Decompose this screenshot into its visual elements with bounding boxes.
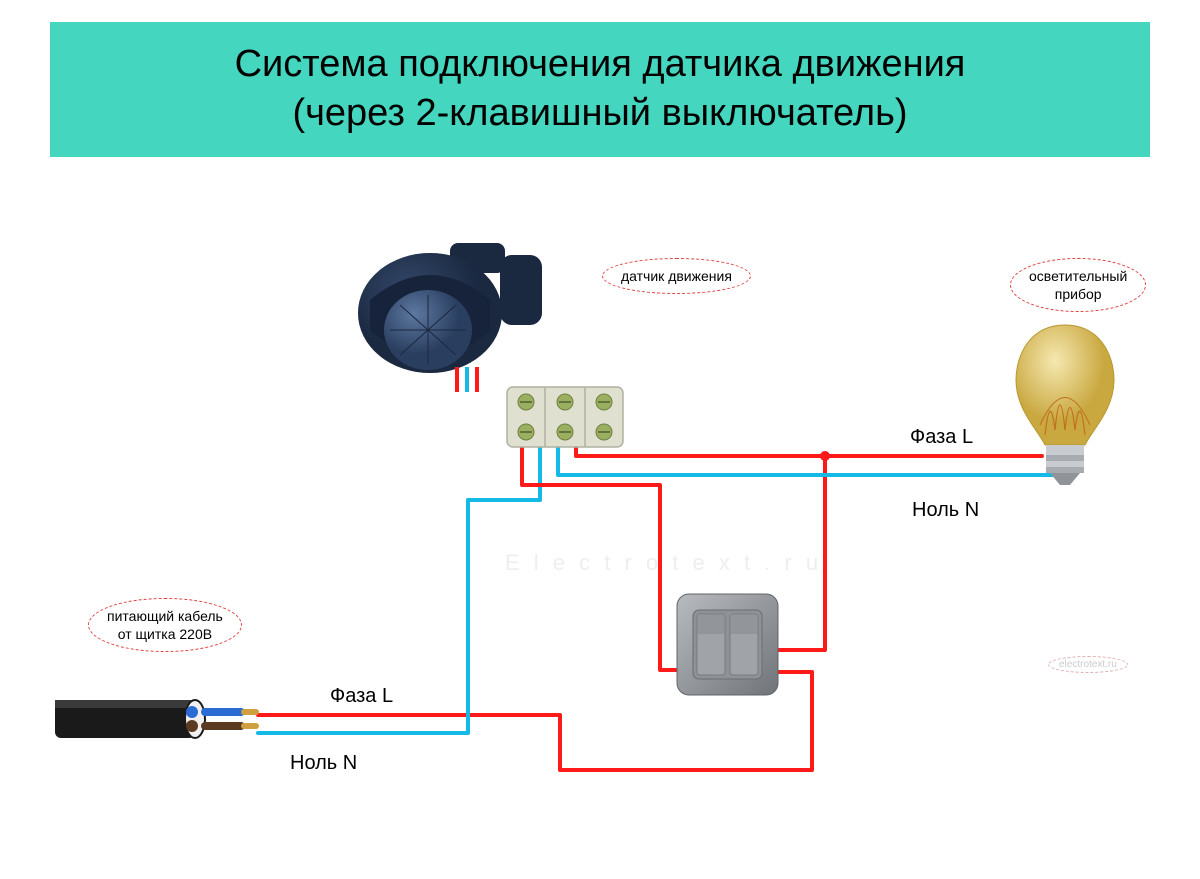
motion-sensor	[350, 235, 550, 395]
wire-node-phase-join	[820, 451, 830, 461]
diagram-title: Система подключения датчика движения (че…	[50, 22, 1150, 157]
label-null-top: Ноль N	[912, 499, 979, 522]
label-phase-top: Фаза L	[910, 426, 973, 449]
callout-cable: питающий кабель от щитка 220В	[88, 598, 242, 652]
watermark: E l e c t r o t e x t . r u	[505, 550, 822, 576]
callout-sensor: датчик движения	[602, 258, 751, 294]
title-line-2: (через 2-клавишный выключатель)	[292, 92, 907, 134]
label-null-bottom: Ноль N	[290, 752, 357, 775]
wire-supply-neutral-to-terminal	[258, 448, 540, 733]
callout-lamp: осветительный прибор	[1010, 258, 1146, 312]
two-gang-switch	[675, 592, 780, 697]
supply-cable	[55, 692, 260, 747]
light-bulb	[1010, 320, 1120, 500]
title-line-1: Система подключения датчика движения	[235, 43, 966, 85]
label-phase-bottom: Фаза L	[330, 685, 393, 708]
terminal-block	[505, 385, 625, 450]
watermark-small: electrotext.ru	[1048, 656, 1128, 673]
wire-terminal-neutral-to-lamp	[558, 448, 1055, 475]
